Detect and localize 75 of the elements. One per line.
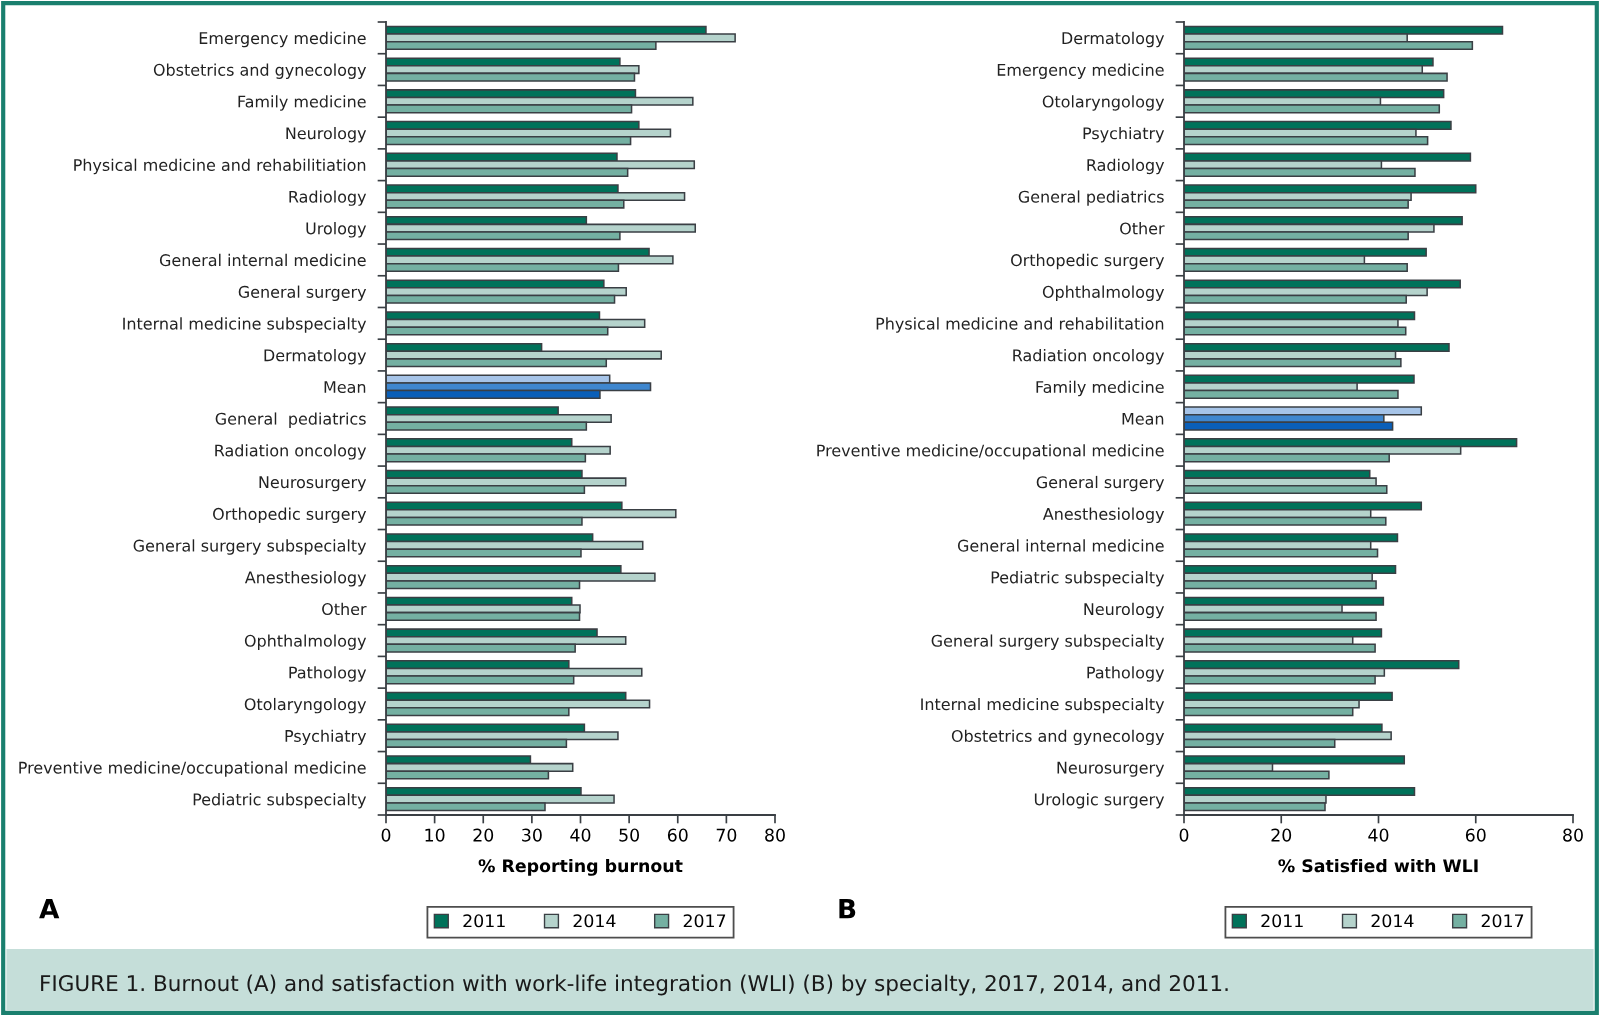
y-tick-label: Radiology [1087, 158, 1165, 175]
x-tick-label: 20 [1271, 828, 1292, 842]
x-tick-label: 40 [570, 828, 591, 842]
y-tick-label: General surgery subspecialty [133, 539, 367, 555]
text: B [839, 899, 856, 919]
y-tick-label: General pediatrics [1018, 190, 1164, 206]
y-tick-label: Otolaryngology [1042, 95, 1165, 111]
y-tick-label: Mean [324, 381, 366, 394]
y-tick-label: Internal medicine subspecialty [123, 317, 367, 333]
y-tick-label: Neurosurgery [1057, 761, 1165, 777]
y-tick-label: Family medicine [238, 95, 366, 111]
y-tick-label: Psychiatry [1083, 126, 1165, 143]
y-tick-label: General surgery subspecialty [931, 634, 1165, 650]
x-tick-label: 0 [381, 828, 391, 842]
y-tick-label: Internal medicine subspecialty [921, 697, 1165, 714]
y-tick-label: Pediatric subspecialty [991, 571, 1165, 587]
y-tick-label: Physical medicine and rehabilitiation [74, 158, 366, 175]
legend-label: 2011 [1261, 914, 1303, 928]
y-tick-label: Psychiatry [285, 729, 367, 746]
y-tick-label: Radiology [289, 190, 367, 206]
y-tick-label: Preventive medicine/occupational medicine [817, 444, 1164, 460]
y-tick-label: Dermatology [264, 348, 367, 365]
y-tick-label: Other [1120, 222, 1165, 235]
legend-label: 2014 [573, 914, 616, 928]
y-tick-label: Ophthalmology [1042, 285, 1165, 302]
y-tick-label: Ophthalmology [244, 634, 367, 650]
x-tick-label: 30 [522, 828, 542, 842]
y-tick-label: Urologic surgery [1034, 793, 1165, 809]
y-tick-label: Emergency medicine [199, 31, 366, 48]
y-tick-label: Mean [1122, 412, 1164, 425]
x-axis-title: % Satisfied with WLI [1278, 858, 1478, 873]
y-tick-label: Obstetrics and gynecology [951, 729, 1165, 746]
legend-label: 2014 [1371, 914, 1414, 928]
y-tick-label: Obstetrics and gynecology [153, 63, 367, 79]
y-tick-label: Pathology [1087, 666, 1165, 682]
x-tick-label: 20 [473, 828, 494, 842]
y-tick-label: Family medicine [1036, 380, 1164, 397]
x-axis-title: % Reporting burnout [478, 858, 683, 876]
y-tick-label: Neurosurgery [259, 476, 367, 492]
legend-label: 2011 [463, 914, 505, 928]
legend-label: 2017 [1481, 914, 1524, 928]
legend-label: 2017 [683, 914, 726, 928]
y-tick-label: Otolaryngology [244, 697, 367, 714]
x-tick-label: 50 [619, 828, 640, 842]
caption: FIGURE 1. Burnout (A) and satisfaction with work-life integration (WLI) (B) by specialty, 2017, 2014, and 2011. [41, 974, 1228, 996]
text: A [39, 899, 60, 919]
y-tick-label: Other [322, 602, 367, 616]
y-tick-label: Orthopedic surgery [213, 507, 367, 524]
y-tick-label: Radiation oncology [215, 444, 367, 460]
x-tick-label: 80 [765, 828, 785, 842]
y-tick-label: Preventive medicine/occupational medicine [19, 761, 366, 777]
x-tick-label: 80 [1563, 828, 1583, 842]
y-tick-label: Dermatology [1062, 31, 1165, 48]
y-tick-label: Radiation oncology [1013, 348, 1165, 365]
y-tick-label: General internal medicine [957, 539, 1164, 552]
x-tick-label: 40 [1368, 828, 1389, 842]
y-tick-label: Neurology [286, 126, 367, 143]
y-tick-label: Urology [306, 222, 367, 238]
y-tick-label: Anesthesiology [1042, 507, 1165, 524]
x-tick-label: 60 [1465, 828, 1486, 842]
x-tick-label: 10 [425, 828, 445, 842]
y-tick-label: General internal medicine [159, 253, 366, 267]
x-tick-label: 0 [1179, 828, 1189, 842]
y-tick-label: General pediatrics [215, 412, 366, 428]
y-tick-label: Emergency medicine [997, 63, 1164, 79]
x-tick-label: 70 [716, 828, 737, 842]
y-tick-label: Anesthesiology [244, 571, 367, 587]
x-tick-label: 60 [667, 828, 688, 842]
y-tick-label: General surgery [1036, 475, 1165, 492]
y-tick-label: Physical medicine and rehabilitation [876, 317, 1164, 333]
y-tick-label: Orthopedic surgery [1011, 253, 1165, 270]
y-tick-label: Neurology [1084, 602, 1165, 619]
y-tick-label: General surgery [238, 285, 367, 302]
y-tick-label: Pediatric subspecialty [193, 793, 367, 809]
y-tick-label: Pathology [289, 666, 367, 682]
